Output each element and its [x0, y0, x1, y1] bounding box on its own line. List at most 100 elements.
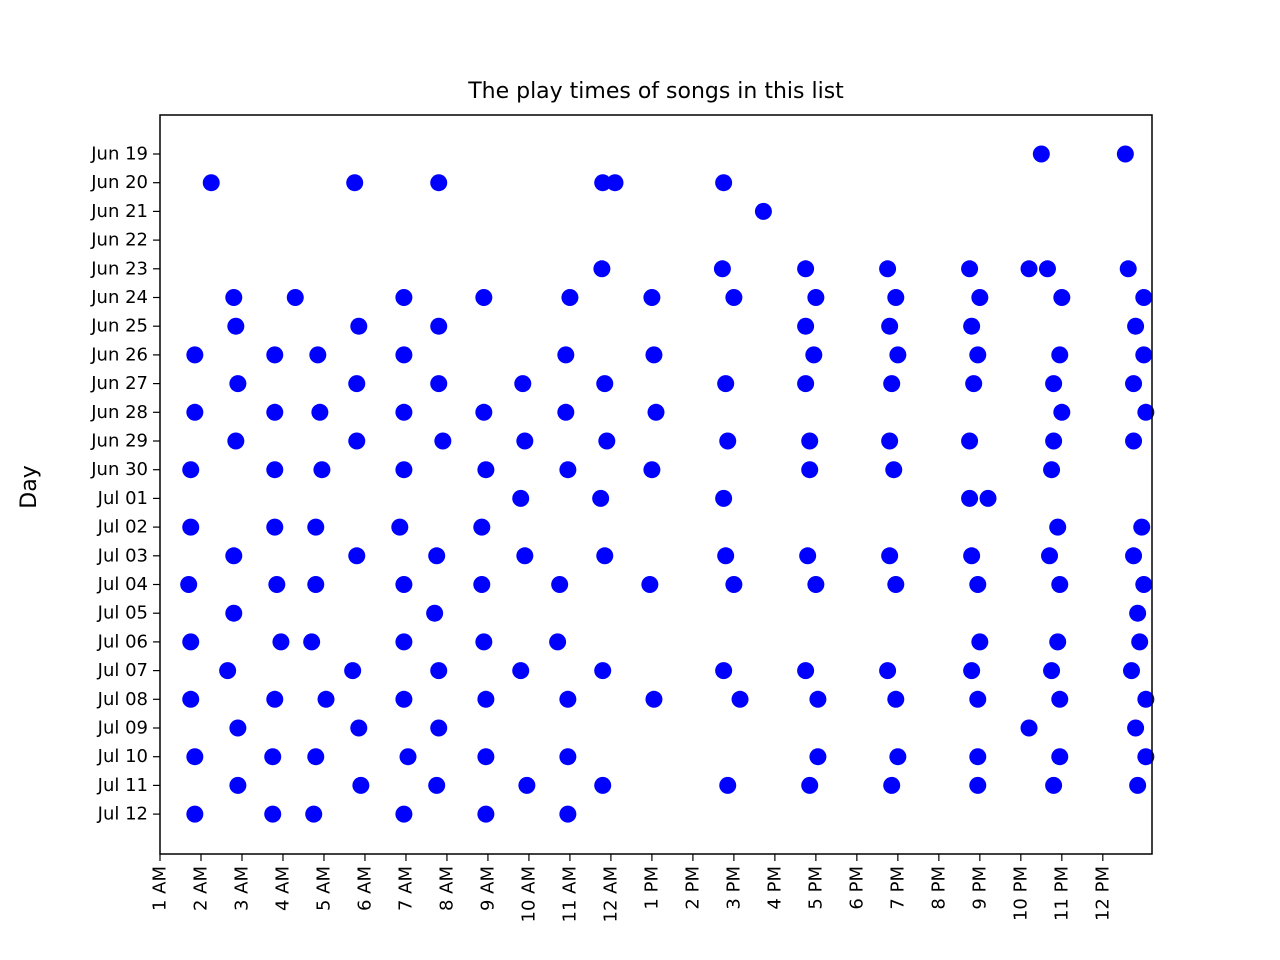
x-tick-label: 4 PM: [764, 866, 785, 910]
data-point: [719, 776, 737, 794]
data-point: [1135, 346, 1153, 364]
data-point: [266, 690, 284, 708]
data-point: [475, 289, 493, 306]
data-point: [473, 518, 491, 536]
data-point: [1125, 547, 1143, 565]
data-point: [885, 461, 903, 479]
data-point: [731, 690, 749, 708]
data-point: [1119, 260, 1137, 278]
data-point: [594, 776, 612, 794]
data-point: [344, 662, 362, 680]
data-point: [1131, 633, 1149, 651]
data-point: [307, 518, 325, 536]
y-tick-label: Jul 11: [97, 775, 148, 796]
data-point: [969, 690, 987, 708]
data-point: [186, 346, 204, 364]
data-point: [963, 547, 981, 565]
data-point: [268, 576, 286, 593]
data-point: [801, 776, 819, 794]
data-point: [725, 576, 743, 593]
data-point: [1125, 375, 1143, 393]
data-point: [559, 805, 577, 823]
data-point: [399, 748, 417, 766]
data-point: [713, 260, 731, 278]
x-tick-label: 7 PM: [887, 866, 908, 910]
data-point: [186, 805, 204, 823]
data-point: [395, 461, 413, 479]
data-point: [516, 432, 534, 450]
data-point: [518, 776, 536, 794]
data-point: [647, 403, 665, 421]
data-point: [1133, 518, 1151, 536]
data-point: [1020, 260, 1038, 278]
data-point: [229, 375, 247, 393]
data-point: [514, 375, 532, 393]
y-tick-label: Jun 28: [90, 402, 148, 423]
x-tick-label: 11 PM: [1051, 866, 1072, 921]
x-tick-label: 10 AM: [518, 866, 539, 922]
data-point: [797, 375, 815, 393]
data-point: [395, 805, 413, 823]
data-point: [801, 461, 819, 479]
data-point: [1051, 346, 1069, 364]
data-point: [593, 260, 611, 278]
data-point: [1135, 289, 1153, 306]
y-tick-label: Jun 19: [90, 144, 148, 165]
x-tick-label: 12 PM: [1092, 866, 1113, 921]
data-point: [477, 805, 495, 823]
data-point: [219, 662, 237, 680]
data-point: [225, 547, 243, 565]
x-tick-label: 3 AM: [231, 866, 252, 911]
data-point: [961, 432, 979, 450]
data-point: [725, 289, 743, 306]
data-point: [352, 776, 370, 794]
y-tick-label: Jul 07: [97, 660, 148, 681]
data-point: [1051, 748, 1069, 766]
data-point: [963, 317, 981, 335]
data-point: [473, 576, 491, 593]
data-point: [559, 690, 577, 708]
data-point: [1127, 719, 1145, 737]
data-point: [1038, 260, 1056, 278]
data-point: [1045, 776, 1063, 794]
data-point: [313, 461, 331, 479]
data-point: [475, 403, 493, 421]
data-point: [266, 346, 284, 364]
data-point: [307, 576, 325, 593]
data-point: [1020, 719, 1038, 737]
data-point: [797, 317, 815, 335]
y-tick-label: Jun 24: [90, 287, 148, 308]
x-tick-label: 12 AM: [600, 866, 621, 922]
y-tick-label: Jul 05: [97, 603, 148, 624]
data-point: [715, 489, 733, 507]
data-point: [969, 576, 987, 593]
y-tick-label: Jun 21: [90, 201, 148, 222]
data-point: [963, 662, 981, 680]
data-point: [797, 260, 815, 278]
x-tick-label: 11 AM: [559, 866, 580, 922]
x-tick-label: 9 PM: [969, 866, 990, 910]
data-point: [598, 432, 616, 450]
data-point: [606, 174, 624, 192]
data-point: [1127, 317, 1145, 335]
data-point: [879, 662, 897, 680]
data-point: [881, 547, 899, 565]
y-tick-label: Jun 27: [90, 373, 148, 394]
data-point: [391, 518, 409, 536]
data-point: [797, 662, 815, 680]
data-point: [395, 690, 413, 708]
data-point: [1051, 576, 1069, 593]
data-point: [426, 604, 444, 622]
data-point: [395, 403, 413, 421]
chart-title: The play times of songs in this list: [467, 79, 844, 104]
y-tick-label: Jul 12: [97, 804, 148, 825]
data-point: [395, 346, 413, 364]
data-point: [430, 375, 448, 393]
x-tick-label: 2 AM: [190, 866, 211, 911]
data-point: [430, 317, 448, 335]
data-point: [887, 576, 905, 593]
data-point: [557, 346, 575, 364]
data-point: [182, 690, 200, 708]
data-point: [559, 461, 577, 479]
data-point: [477, 748, 495, 766]
